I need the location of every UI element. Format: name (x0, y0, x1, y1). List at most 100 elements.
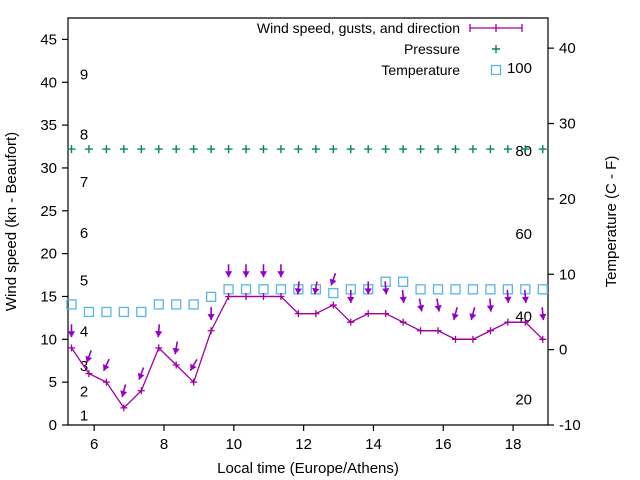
wind-direction-arrow (242, 264, 250, 278)
temperature-marker (467, 284, 479, 295)
pressure-marker (346, 145, 355, 154)
arrow-head (399, 296, 407, 303)
y2-tick-label: 40 (559, 40, 576, 57)
wind-direction-arrow (85, 350, 93, 363)
arrow-head (224, 271, 233, 278)
wind-direction-arrow (382, 281, 390, 295)
wind-speed-marker (347, 318, 355, 326)
beaufort-label: 2 (80, 384, 88, 401)
legend-sample-wind (469, 24, 523, 32)
wind-direction-arrow (504, 289, 512, 304)
y-tick-label: 15 (40, 288, 57, 305)
y-tick-label: 10 (40, 331, 57, 348)
gust-errorbars (228, 295, 526, 340)
pressure-marker (154, 145, 163, 154)
fahrenheit-label: 40 (515, 309, 532, 326)
wind-direction-arrow (120, 384, 128, 398)
pressure-marker (364, 145, 373, 154)
x-tick-label: 6 (90, 436, 98, 453)
beaufort-label: 7 (80, 174, 88, 191)
legend: Wind speed, gusts, and direction Pressure… (257, 20, 523, 78)
wind-speed-marker (137, 387, 145, 395)
y-tick-label: 20 (40, 246, 57, 263)
wind-direction-arrow (224, 264, 233, 278)
arrow-head (469, 313, 477, 320)
arrow-head (329, 278, 337, 286)
arrow-head (155, 330, 163, 338)
legend-label: Pressure (404, 41, 460, 57)
temperature-marker (328, 287, 339, 299)
temperature-marker (118, 306, 130, 318)
temperature-marker (223, 284, 234, 295)
x-tick-label: 18 (505, 436, 522, 453)
pressure-marker (451, 145, 460, 154)
temperature-marker (275, 284, 287, 295)
pressure-marker (381, 145, 390, 154)
y-tick-label: 45 (40, 31, 57, 48)
arrow-head (207, 314, 215, 321)
wind-direction-arrow (451, 307, 459, 321)
wind-direction-arrows (67, 264, 547, 398)
temperature-marker (136, 306, 147, 318)
temperature-marker (397, 276, 409, 287)
wind-direction-arrow (155, 324, 163, 338)
temperature-marker (415, 284, 426, 295)
arrow-head (347, 296, 355, 303)
wind-speed-marker (120, 404, 128, 412)
arrow-head (85, 355, 93, 363)
wind-direction-arrow (172, 341, 180, 355)
pressure-marker (486, 145, 495, 154)
beaufort-label: 1 (80, 408, 88, 425)
pressure-marker (311, 145, 320, 154)
temperature-marker (450, 284, 461, 295)
wind-direction-arrow (417, 298, 425, 312)
pressure-marker (172, 145, 181, 154)
wind-direction-arrow (521, 289, 529, 304)
fahrenheit-label: 60 (515, 226, 532, 243)
wind-direction-arrow (294, 281, 302, 295)
pressure-marker (67, 145, 76, 154)
pressure-marker (207, 145, 216, 154)
temperature-marker (258, 284, 269, 295)
fahrenheit-label: 80 (515, 143, 532, 160)
temperature-marker (153, 299, 164, 310)
arrow-head (521, 296, 529, 303)
arrow-head (102, 363, 110, 371)
wind-direction-arrow (189, 358, 198, 372)
wind-direction-arrow (102, 358, 110, 372)
arrow-head (137, 372, 145, 380)
pressure-marker (242, 145, 251, 154)
fahrenheit-label: 100 (507, 60, 532, 77)
wind-speed-marker (207, 327, 215, 335)
y-tick-label: 40 (40, 74, 57, 91)
pressure-marker (416, 145, 425, 154)
wind-direction-arrow (399, 289, 407, 304)
temperature-marker (188, 299, 199, 310)
fahrenheit-label: 20 (515, 392, 532, 409)
temperature-marker (83, 306, 95, 318)
arrow-head (417, 304, 425, 312)
temperature-marker (485, 284, 496, 295)
pressure-marker (276, 145, 285, 154)
arrow-head (242, 271, 250, 278)
x-tick-label: 14 (365, 436, 382, 453)
temperature-marker (101, 306, 112, 318)
wind-speed-marker (172, 361, 180, 369)
arrow-head (259, 271, 268, 278)
wind-direction-arrow (364, 281, 372, 295)
beaufort-label: 4 (80, 324, 88, 341)
plot-frame (67, 17, 549, 426)
arrow-head (67, 331, 76, 338)
wind-direction-arrow (137, 367, 145, 380)
legend-label: Wind speed, gusts, and direction (257, 20, 460, 36)
arrow-head (434, 304, 442, 312)
x-axis-title: Local time (Europe/Athens) (217, 460, 399, 477)
arrow-head (312, 287, 320, 295)
wind-speed-marker (85, 370, 93, 378)
beaufort-label: 9 (80, 67, 88, 84)
pressure-series (67, 145, 547, 154)
x-tick-label: 10 (225, 436, 242, 453)
pressure-marker (294, 145, 303, 154)
